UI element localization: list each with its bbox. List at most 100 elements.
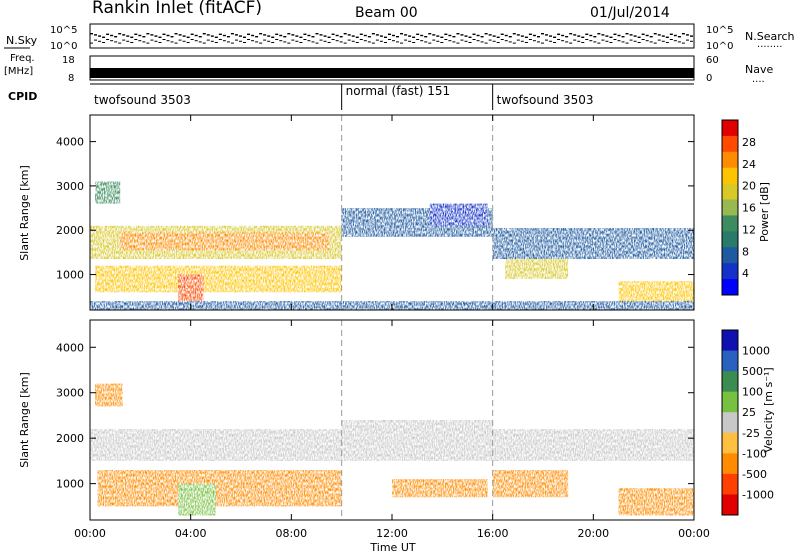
noise-sky-point [158,36,162,38]
noise-sky-point [114,36,118,38]
velocity-colorbar-frame [721,329,739,516]
velocity-colorbar-tick-label: -500 [742,468,767,481]
power-colorbar-swatch [722,167,738,185]
noise-search-point [404,39,408,41]
power-echo-region-7 [505,259,569,279]
noise-sky-point [122,34,126,36]
noise-search-point [134,39,138,40]
noise-search-point [387,39,391,40]
y-tick-label: 3000 [56,180,84,193]
noise-sky-point [214,36,218,38]
noise-search-point [557,39,561,40]
noise-sky-point [412,36,416,38]
noise-sky-point [307,34,311,37]
noise-sky-point [504,34,508,37]
noise-search-point [685,39,689,41]
noise-search-point [460,39,464,41]
noise-search-point [142,41,146,43]
noise-sky-point [508,36,512,38]
noise-sky-point [520,35,524,37]
noise-sky-point [448,34,452,37]
noise-sky-point [561,34,565,37]
noise-search-point [396,41,400,43]
noise-search-point [331,39,335,40]
noise-search-point [553,42,557,43]
noise-sky-point [182,35,186,37]
power-colorbar-swatch [722,247,738,264]
noise-sky-point [303,33,307,35]
freq-tick-low: 8 [68,73,74,84]
noise-sky-point [492,35,496,37]
noise-search-point [371,42,375,44]
noise-search-point [456,42,460,44]
power-colorbar-frame [721,119,739,296]
power-colorbar-swatch [722,135,738,153]
velocity-colorbar-tick-label: -100 [742,447,767,460]
noise-sky-point [178,34,182,36]
noise-sky-point [102,36,106,38]
noise-sky-point [154,35,158,37]
noise-search-point [609,42,613,43]
noise-search-point [166,40,170,42]
velocity-colorbar-swatch [722,432,738,454]
noise-sky-point [601,34,605,36]
noise-sky-point [444,33,448,35]
noise-sky-point [488,34,492,36]
noise-search-point [637,42,641,43]
noise-sky-point [275,33,279,35]
noise-sky-point [557,33,561,35]
power-colorbar-swatch [722,183,738,201]
noise-sky-point [190,33,194,35]
noise-sky-point [315,33,319,35]
station-title: Rankin Inlet (fitACF) [92,0,262,18]
noise-sky-point [593,36,597,38]
noise-sky-point [387,33,391,35]
power-ylabel: Slant Range [km] [18,165,31,261]
noise-search-point [601,39,605,41]
cpid-label: CPID [8,90,37,103]
noise-search-point [613,39,617,40]
noise-sky-point [327,36,331,38]
noise-search-point [383,42,387,43]
noise-search-point [681,42,685,44]
noise-sky-point [496,36,500,38]
freq-panel: Freq. [MHz] 18 8 60 0 Nave .... [4,53,773,85]
noise-sky-point [516,34,520,36]
noise-sky-point [512,33,516,35]
noise-sky-point [106,33,110,35]
noise-search-point [178,39,182,41]
power-echo-region-5 [95,265,342,293]
noise-sky-point [645,34,649,37]
noise-search-point [432,39,436,41]
noise-search-point [512,42,516,44]
noise-sky-point [532,34,536,37]
noise-sky-point [637,36,641,38]
noise-search-point [202,42,206,44]
noise-search-point [629,39,633,41]
noise-search-point [661,40,665,42]
power-colorbar-swatch [722,199,738,216]
noise-search-point [259,42,263,44]
noise-sky-point [549,35,553,37]
power-echo-region-9 [95,181,121,204]
power-echo-region-3 [429,203,488,226]
noise-sky-point [396,36,400,38]
noise-sky-point [198,36,202,38]
noise-sky-point [613,33,617,35]
velocity-colorbar-swatch [722,371,738,393]
noise-search-point [496,42,500,43]
noise-search-point [492,40,496,42]
velocity-colorbar-swatch [722,350,738,372]
noise-sky-point [416,33,420,35]
noise-sky-point [271,36,275,38]
noise-sky-point [238,35,242,37]
noise-search-point [263,39,267,41]
noise-sky-point [331,33,335,35]
noise-sky-point [283,36,287,38]
noise-sky-point [605,35,609,37]
noise-search-point [549,40,553,42]
noise-search-point [641,39,645,40]
velocity-colorbar-swatch [722,330,738,352]
nave-tick-high: 60 [706,55,719,66]
velocity-colorbar-swatch [722,412,738,434]
